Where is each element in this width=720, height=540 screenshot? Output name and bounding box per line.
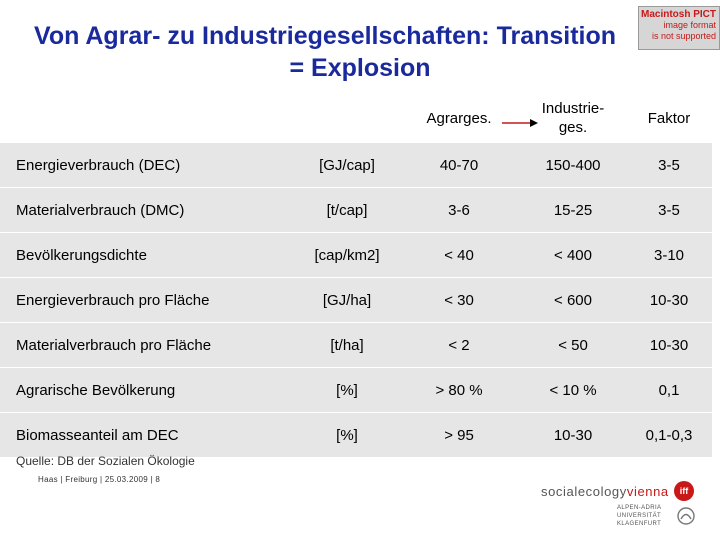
logo-text-socialecology: socialecology	[541, 484, 627, 499]
uni-line-1: ALPEN-ADRIA	[617, 505, 662, 511]
iff-logo: iff	[674, 481, 694, 501]
row-unit: [GJ/cap]	[319, 156, 375, 174]
table-row: Bevölkerungsdichte [cap/km2] < 40 < 400 …	[0, 232, 712, 277]
row-industrie: 10-30	[553, 426, 593, 444]
table-row: Biomasseanteil am DEC [%] > 95 10-30 0,1…	[0, 412, 712, 457]
row-faktor: 10-30	[649, 291, 689, 309]
row-agrar: > 80 %	[435, 381, 483, 399]
row-industrie: < 400	[554, 246, 592, 264]
row-label: Biomasseanteil am DEC	[16, 426, 179, 444]
slide-footer: Haas | Freiburg | 25.03.2009 | 8	[38, 475, 161, 484]
row-agrar: 40-70	[439, 156, 479, 174]
pict-line-2: image format	[663, 20, 716, 30]
row-agrar: 3-6	[448, 201, 470, 219]
row-label: Materialverbrauch pro Fläche	[16, 336, 212, 354]
row-label: Agrarische Bevölkerung	[16, 381, 176, 399]
row-faktor: 0,1	[658, 381, 680, 399]
row-agrar: < 2	[448, 336, 470, 354]
row-faktor: 3-10	[653, 246, 685, 264]
source-note: Quelle: DB der Sozialen Ökologie	[16, 454, 195, 468]
uni-line-2: UNIVERSITÄT	[617, 513, 662, 519]
header-faktor: Faktor	[647, 109, 691, 127]
header-industrie-line1: Industrie-	[541, 100, 605, 117]
slide-title: Von Agrar- zu Industriegesellschaften: T…	[0, 20, 720, 84]
transition-arrow-icon	[502, 119, 538, 127]
row-faktor: 3-5	[658, 156, 680, 174]
row-faktor: 3-5	[658, 201, 680, 219]
row-unit: [%]	[336, 381, 358, 399]
table-row: Energieverbrauch (DEC) [GJ/cap] 40-70 15…	[0, 142, 712, 187]
table-row: Materialverbrauch (DMC) [t/cap] 3-6 15-2…	[0, 187, 712, 232]
table-row: Energieverbrauch pro Fläche [GJ/ha] < 30…	[0, 277, 712, 322]
row-faktor: 0,1-0,3	[645, 426, 693, 444]
row-label: Materialverbrauch (DMC)	[16, 201, 185, 219]
university-logo-text: ALPEN-ADRIA UNIVERSITÄT KLAGENFURT	[617, 504, 661, 528]
socialecology-vienna-logo: socialecologyvienna	[541, 484, 669, 499]
comparison-table: Agrarges. Industrie- ges. Faktor Energie…	[0, 94, 712, 457]
row-industrie: 150-400	[545, 156, 601, 174]
row-label: Bevölkerungsdichte	[16, 246, 147, 264]
row-unit: [t/ha]	[330, 336, 364, 354]
row-label: Energieverbrauch pro Fläche	[16, 291, 210, 309]
row-label: Energieverbrauch (DEC)	[16, 156, 181, 174]
row-agrar: > 95	[444, 426, 474, 444]
row-industrie: < 50	[558, 336, 588, 354]
row-industrie: < 10 %	[549, 381, 597, 399]
title-line-2: = Explosion	[289, 54, 431, 82]
row-unit: [t/cap]	[326, 201, 368, 219]
row-agrar: < 30	[444, 291, 474, 309]
pict-line-1: Macintosh PICT	[640, 9, 716, 20]
table-row: Materialverbrauch pro Fläche [t/ha] < 2 …	[0, 322, 712, 367]
row-unit: [cap/km2]	[314, 246, 380, 264]
uni-line-3: KLAGENFURT	[617, 521, 662, 527]
row-faktor: 10-30	[649, 336, 689, 354]
logo-text-vienna: vienna	[626, 484, 669, 499]
pict-line-3: is not supported	[651, 31, 716, 41]
unsupported-image-placeholder: Macintosh PICT image format is not suppo…	[638, 6, 720, 50]
header-industrie-line2: ges.	[558, 119, 588, 136]
table-header-row: Agrarges. Industrie- ges. Faktor	[0, 94, 712, 142]
header-agrar: Agrarges.	[426, 109, 492, 127]
table-row: Agrarische Bevölkerung [%] > 80 % < 10 %…	[0, 367, 712, 412]
row-unit: [GJ/ha]	[322, 291, 372, 309]
row-agrar: < 40	[444, 246, 474, 264]
title-line-1: Von Agrar- zu Industriegesellschaften: T…	[34, 22, 617, 50]
row-industrie: 15-25	[553, 201, 593, 219]
row-unit: [%]	[336, 426, 358, 444]
university-emblem-icon	[677, 507, 695, 525]
row-industrie: < 600	[554, 291, 592, 309]
header-industrie: Industrie- ges.	[518, 94, 628, 142]
